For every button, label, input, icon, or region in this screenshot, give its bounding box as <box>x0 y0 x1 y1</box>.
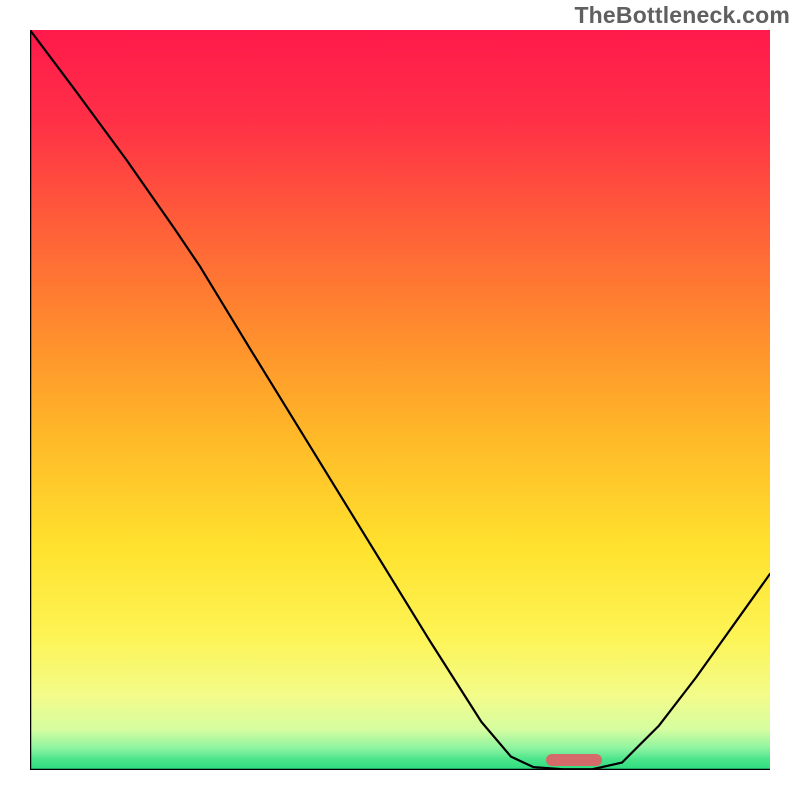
chart-container: TheBottleneck.com <box>0 0 800 800</box>
plot-area <box>30 30 770 770</box>
watermark-text: TheBottleneck.com <box>574 2 790 29</box>
axes <box>30 30 770 770</box>
